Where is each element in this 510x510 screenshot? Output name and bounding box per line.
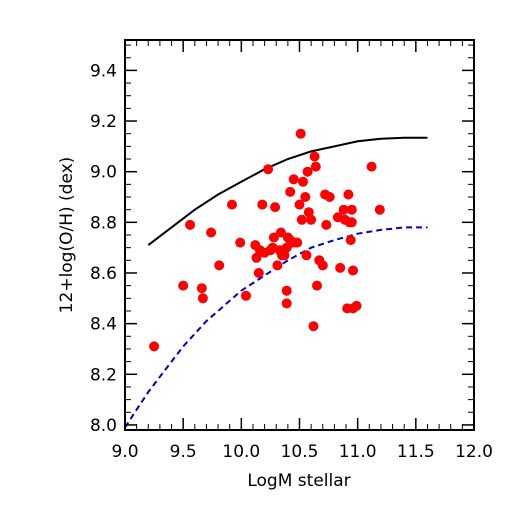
data-point — [295, 128, 306, 139]
curve-solid — [147, 136, 428, 246]
data-point — [272, 260, 283, 271]
data-point — [197, 293, 208, 304]
data-point — [214, 260, 225, 271]
x-tick-label: 10.5 — [281, 442, 319, 462]
points-layer — [149, 128, 385, 352]
ticks-layer — [124, 40, 475, 430]
y-tick-label: 8.4 — [90, 315, 117, 335]
data-point — [279, 250, 290, 261]
curve-dashed — [124, 226, 428, 429]
data-point — [149, 341, 160, 352]
data-point — [308, 321, 319, 332]
data-point — [366, 161, 377, 172]
y-tick-label: 9.2 — [90, 112, 117, 132]
x-tick-label: 12.0 — [455, 442, 493, 462]
data-point — [263, 164, 274, 175]
data-point — [206, 227, 217, 238]
data-point — [324, 192, 335, 202]
data-point — [338, 204, 349, 215]
tick-labels-layer: 9.0 9.5 10.0 10.5 11.0 11.5 12.0 8.0 8.2 8.4 8.6 8.… — [90, 61, 493, 462]
x-tick-label: 9.5 — [170, 442, 197, 462]
data-point — [268, 232, 279, 243]
data-point — [296, 214, 307, 225]
data-point — [270, 202, 281, 213]
data-point — [185, 219, 196, 230]
data-point — [374, 204, 385, 215]
data-point — [178, 280, 189, 291]
data-point — [292, 237, 303, 248]
data-point — [285, 186, 296, 197]
data-point — [310, 161, 321, 172]
data-point — [345, 235, 356, 246]
series-layer — [124, 136, 428, 429]
x-axis-title: LogM stellar — [247, 471, 350, 491]
data-point — [281, 285, 292, 296]
y-tick-label: 9.0 — [90, 163, 117, 183]
data-point — [309, 151, 320, 162]
data-point — [300, 192, 311, 202]
data-point — [351, 300, 362, 311]
data-point — [303, 207, 314, 218]
data-point — [348, 265, 358, 276]
data-point — [302, 166, 313, 177]
data-point — [346, 204, 357, 215]
x-tick-label: 11.5 — [397, 442, 435, 462]
x-tick-label: 11.0 — [339, 442, 377, 462]
x-tick-label: 10.0 — [222, 442, 260, 462]
data-point — [275, 227, 286, 238]
data-point — [281, 298, 292, 309]
data-point — [346, 217, 357, 228]
x-tick-label: 9.0 — [111, 442, 138, 462]
data-point — [251, 252, 262, 263]
data-point — [235, 237, 246, 248]
data-point — [227, 199, 237, 210]
y-tick-label: 8.6 — [90, 264, 117, 284]
y-tick-label: 8.2 — [90, 365, 117, 385]
y-tick-label: 8.8 — [90, 213, 117, 233]
data-point — [343, 189, 354, 200]
y-axis-title: 12+log(O/H) (dex) — [57, 157, 77, 314]
y-tick-label: 9.4 — [90, 61, 117, 81]
data-point — [241, 290, 251, 301]
data-point — [312, 280, 322, 291]
data-point — [317, 260, 328, 271]
y-tick-label: 8.0 — [90, 416, 117, 436]
data-point — [294, 199, 305, 210]
data-point — [253, 268, 264, 278]
data-point — [301, 250, 312, 261]
data-point — [257, 199, 268, 210]
data-point — [288, 174, 299, 185]
data-point — [335, 262, 346, 273]
data-point — [196, 283, 207, 294]
data-point — [321, 219, 332, 230]
data-point — [306, 214, 317, 225]
data-point — [298, 176, 308, 187]
